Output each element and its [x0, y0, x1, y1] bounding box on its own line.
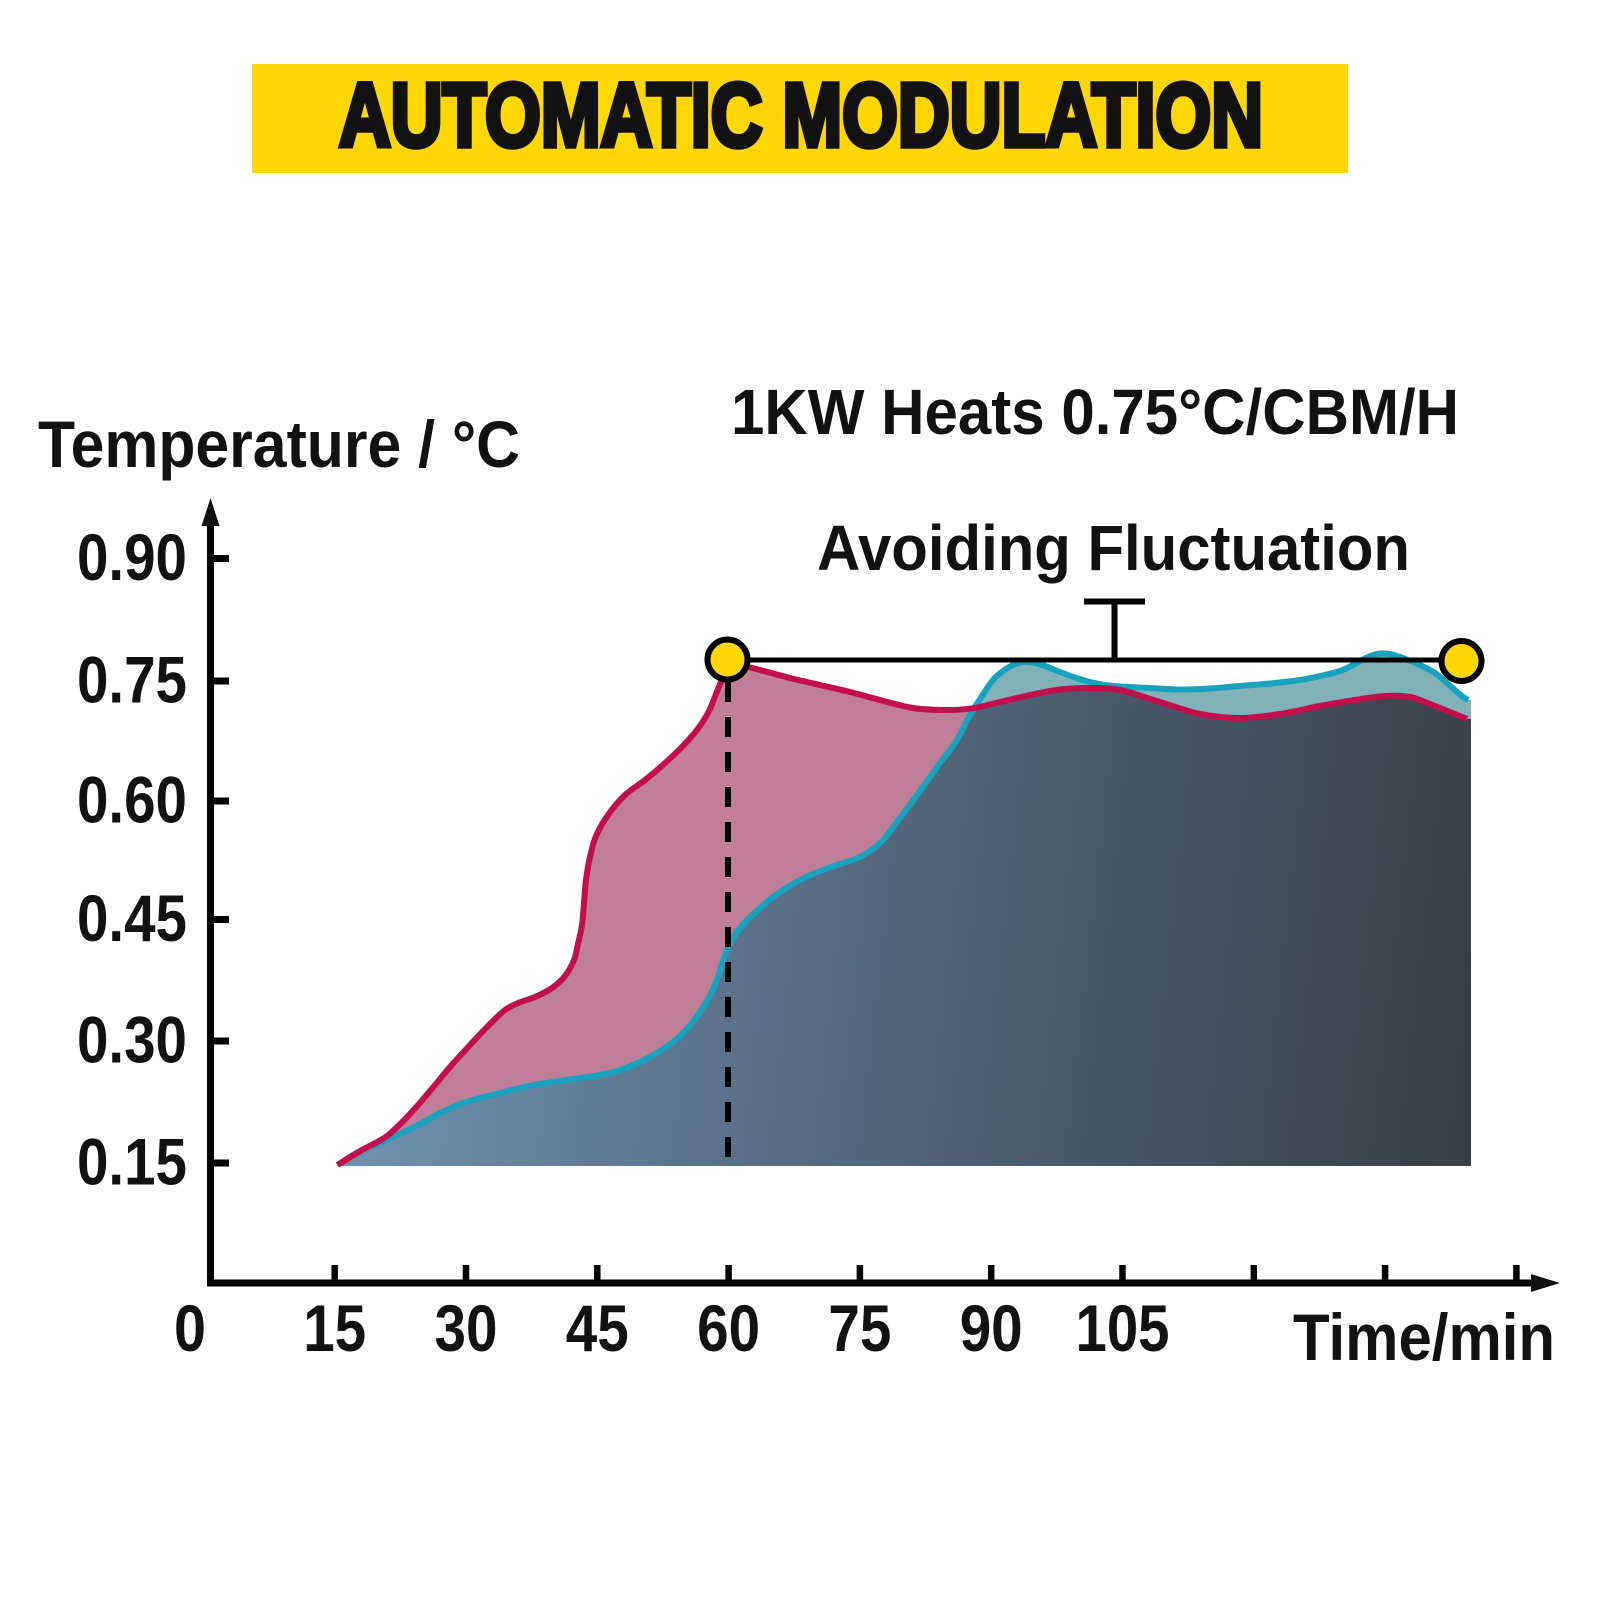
svg-text:30: 30 — [435, 1291, 498, 1365]
svg-text:75: 75 — [828, 1291, 891, 1365]
svg-text:Avoiding Fluctuation: Avoiding Fluctuation — [817, 512, 1410, 584]
svg-text:90: 90 — [960, 1291, 1023, 1365]
svg-text:0.90: 0.90 — [77, 520, 187, 594]
svg-text:0: 0 — [174, 1291, 206, 1365]
svg-text:0.30: 0.30 — [77, 1003, 187, 1077]
svg-text:15: 15 — [303, 1291, 366, 1365]
svg-text:60: 60 — [697, 1291, 760, 1365]
svg-text:Time/min: Time/min — [1293, 1300, 1555, 1374]
svg-text:Temperature / °C: Temperature / °C — [38, 407, 520, 481]
svg-text:0.15: 0.15 — [77, 1125, 187, 1199]
svg-text:45: 45 — [566, 1291, 629, 1365]
svg-text:0.45: 0.45 — [77, 881, 187, 955]
svg-text:AUTOMATIC MODULATION: AUTOMATIC MODULATION — [339, 66, 1263, 166]
svg-text:0.75: 0.75 — [77, 643, 187, 717]
svg-text:105: 105 — [1076, 1291, 1170, 1365]
svg-text:0.60: 0.60 — [77, 763, 187, 837]
svg-text:1KW Heats 0.75°C/CBM/H: 1KW Heats 0.75°C/CBM/H — [731, 376, 1459, 448]
